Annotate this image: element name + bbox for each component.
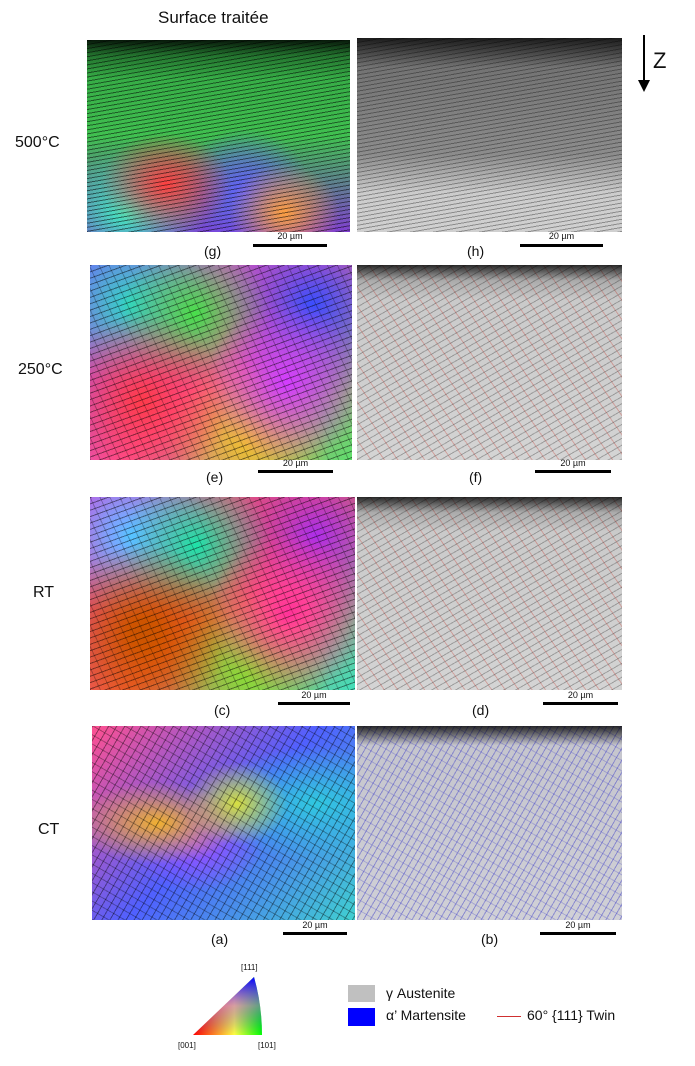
- panel-label-d: (d): [472, 702, 490, 718]
- z-arrow-icon: [643, 35, 645, 83]
- panel-label-a: (a): [211, 931, 229, 947]
- ipf-label-111: [111]: [241, 963, 258, 972]
- panel-label-g: (g): [204, 243, 222, 259]
- austenite-swatch: [348, 985, 375, 1002]
- scale-bar-label: 20 µm: [548, 231, 575, 241]
- scale-bar-label: 20 µm: [565, 920, 591, 930]
- scale-bar-label: 20 µm: [277, 231, 303, 241]
- scale-bar: [543, 702, 618, 705]
- austenite-label: γ Austenite: [386, 985, 456, 1001]
- ipf-map-e: [90, 265, 352, 460]
- scale-bar: [258, 470, 333, 473]
- scale-bar: [520, 244, 603, 247]
- z-arrowhead-icon: [638, 80, 650, 92]
- ipf-map-g: [87, 40, 350, 232]
- scale-bar-label: 20 µm: [282, 458, 309, 468]
- panel-label-f: (f): [469, 469, 483, 485]
- z-axis-label: Z: [653, 48, 667, 73]
- twin-label: 60° {111} Twin: [527, 1007, 616, 1023]
- panel-label-e: (e): [206, 469, 224, 485]
- scale-bar: [278, 702, 350, 705]
- scale-bar-label: 20 µm: [567, 690, 594, 700]
- phase-map-d: [357, 497, 622, 690]
- phase-map-f: [357, 265, 622, 460]
- martensite-swatch: [348, 1008, 375, 1026]
- phase-map-b: [357, 726, 622, 920]
- scale-bar: [535, 470, 611, 473]
- figure-title: Surface traitée: [158, 8, 269, 27]
- martensite-label: α’ Martensite: [386, 1007, 466, 1023]
- ipf-color-triangle: [193, 977, 262, 1035]
- scale-bar-label: 20 µm: [560, 458, 586, 468]
- scale-bar: [283, 932, 347, 935]
- ipf-map-c: [90, 497, 355, 690]
- scale-bar-label: 20 µm: [302, 920, 328, 930]
- scale-bar-label: 20 µm: [301, 690, 327, 700]
- row-label-ct: CT: [38, 821, 60, 838]
- panel-label-c: (c): [214, 702, 231, 718]
- twin-line-icon: [497, 1016, 521, 1017]
- scale-bar: [253, 244, 327, 247]
- ipf-label-101: [101]: [258, 1041, 276, 1050]
- scale-bar: [540, 932, 616, 935]
- row-label-rt: RT: [33, 584, 55, 601]
- ipf-map-a: [92, 726, 355, 920]
- row-label-500c: 500°C: [15, 134, 60, 151]
- panel-label-b: (b): [481, 931, 499, 947]
- phase-map-h: [357, 38, 622, 232]
- panel-label-h: (h): [467, 243, 485, 259]
- row-label-250c: 250°C: [18, 361, 63, 378]
- ipf-label-001: [001]: [178, 1041, 196, 1050]
